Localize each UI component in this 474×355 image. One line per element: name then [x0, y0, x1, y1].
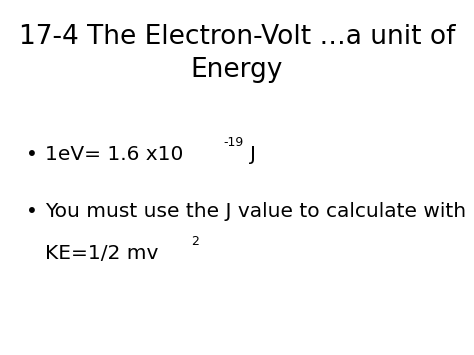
Text: 2: 2: [191, 235, 199, 248]
Text: -19: -19: [224, 136, 244, 148]
Text: 1eV= 1.6 x10: 1eV= 1.6 x10: [45, 145, 183, 164]
Text: •: •: [26, 145, 38, 164]
Text: KE=1/2 mv: KE=1/2 mv: [45, 244, 158, 263]
Text: You must use the J value to calculate with: You must use the J value to calculate wi…: [45, 202, 466, 221]
Text: 17-4 The Electron-Volt …a unit of
Energy: 17-4 The Electron-Volt …a unit of Energy: [19, 24, 455, 83]
Text: •: •: [26, 202, 38, 221]
Text: J: J: [250, 145, 255, 164]
